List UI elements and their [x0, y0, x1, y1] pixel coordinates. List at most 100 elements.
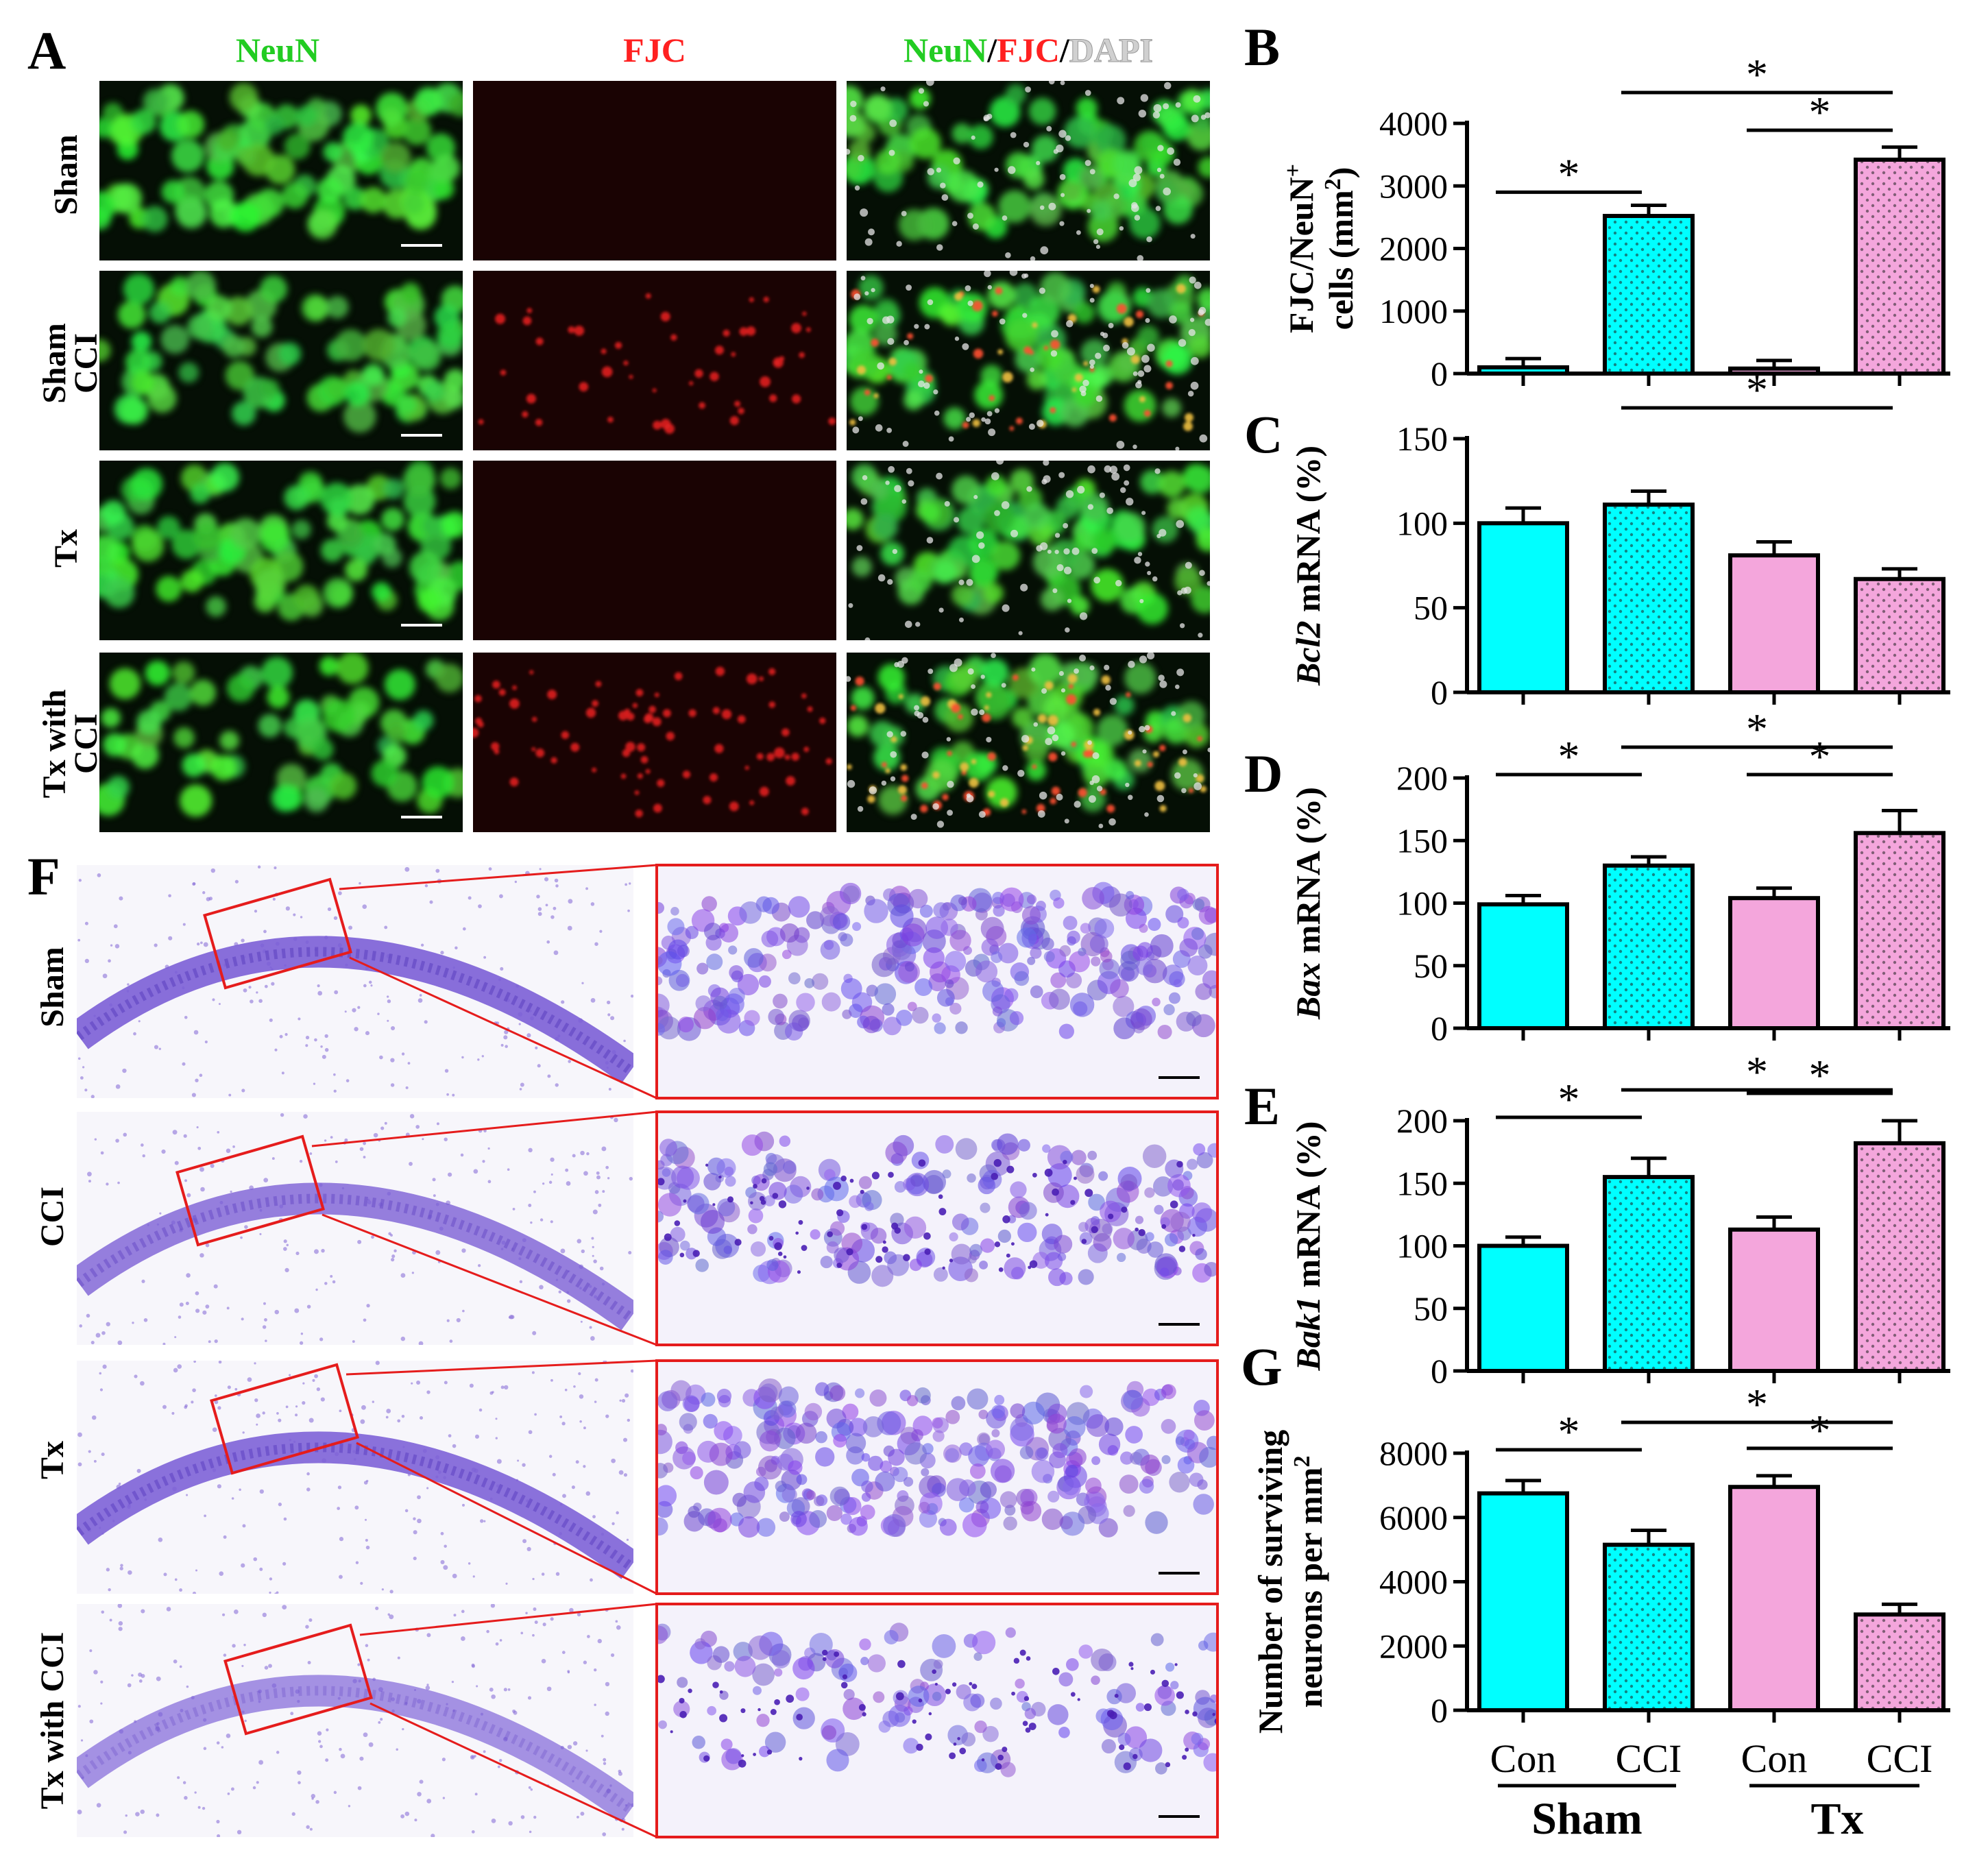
micrograph-r1-c3: [847, 81, 1210, 260]
y-tick-label: 0: [1431, 1009, 1448, 1047]
bar-c-1: [1477, 521, 1569, 694]
merge-sep-2: /: [1059, 31, 1070, 69]
bar-pattern: [1858, 581, 1941, 690]
chart-g: 0 2000 4000 6000 8000 * * * Number of survivingn…: [1251, 1380, 1950, 1734]
f-row-label-tx: Tx: [34, 1441, 71, 1479]
bar-d-3: [1728, 896, 1820, 1030]
row-label-tx: Tx: [48, 529, 84, 568]
bar-pattern: [1858, 1616, 1941, 1708]
bar-e-3: [1728, 1227, 1820, 1374]
y-tick-label: 0: [1431, 1352, 1448, 1390]
y-axis-label-g: Number of survivingneurons per mm2: [1251, 1430, 1329, 1734]
chart-b: 0 1000 2000 3000 4000 * * * FJC/NeuN+cells (mm2): [1281, 50, 1950, 393]
micrograph-r1-c1: [99, 81, 463, 260]
bar-d-1: [1477, 902, 1569, 1030]
merge-fjc: FJC: [997, 31, 1060, 69]
y-axis-label-e: Bak1 mRNA (%): [1289, 1121, 1327, 1372]
bar-pattern: [1858, 161, 1941, 372]
significance-star: *: [1809, 1406, 1831, 1455]
chart-c: 0 50 100 150 * Bcl2 mRNA (%): [1289, 365, 1950, 712]
y-axis-label-b: FJC/NeuN+cells (mm2): [1281, 164, 1360, 333]
nissl-row-4: [77, 1603, 1219, 1838]
y-tick-label: 0: [1431, 673, 1448, 712]
y-tick-label: 4000: [1379, 104, 1448, 143]
bar-b-3: [1728, 366, 1820, 376]
panel-b-label: B: [1244, 17, 1280, 77]
row-label-sham-cci: ShamCCI: [36, 323, 104, 403]
significance-star: *: [1809, 1051, 1831, 1099]
nissl-row-3: [77, 1359, 1219, 1595]
micrograph-r4-c2: [473, 653, 836, 832]
bar-pattern: [1607, 1179, 1690, 1369]
panel-g-label: G: [1241, 1337, 1283, 1396]
f-row-label-tx-with-cci: Tx with CCI: [34, 1632, 71, 1810]
micrograph-grid: [99, 81, 1210, 832]
bar-g-1: [1477, 1491, 1569, 1712]
x-label-cci-2: CCI: [1867, 1736, 1933, 1781]
bar-pattern: [1858, 835, 1941, 1026]
y-tick-label: 2000: [1379, 1627, 1448, 1665]
col-header-neun: NeuN: [236, 31, 319, 69]
group-label-sham: Sham: [1531, 1794, 1642, 1844]
y-tick-label: 6000: [1379, 1498, 1448, 1537]
chart-d: 0 50 100 150 200 * * * Bax mRNA (%): [1289, 705, 1950, 1047]
f-row-label-cci: CCI: [34, 1187, 71, 1247]
bar-c-3: [1728, 553, 1820, 695]
chart-e: 0 50 100 150 200 * * * Bak1 mRNA (%): [1289, 1047, 1950, 1390]
micrograph-r3-c1: [99, 461, 463, 640]
micrograph-r2-c1: [99, 271, 463, 450]
bar-pattern: [1607, 867, 1690, 1026]
bar-g-3: [1728, 1485, 1820, 1712]
y-tick-label: 150: [1396, 420, 1448, 458]
col-header-merge: NeuN/FJC/DAPI: [904, 31, 1153, 69]
row-label-sham: Sham: [48, 134, 84, 215]
nissl-row-1: [77, 864, 1219, 1099]
bar-pattern: [1858, 1145, 1941, 1369]
panel-f-label: F: [27, 847, 60, 906]
significance-star: *: [1746, 365, 1768, 414]
micrograph-r4-c1: [99, 653, 463, 832]
nissl-grid: [77, 864, 1219, 1838]
y-tick-label: 100: [1396, 884, 1448, 923]
y-tick-label: 100: [1396, 1227, 1448, 1265]
panel-e-label: E: [1244, 1076, 1280, 1136]
micrograph-r4-c3: [847, 653, 1210, 832]
significance-star: *: [1558, 732, 1580, 781]
merge-neun: NeuN: [904, 31, 987, 69]
y-tick-label: 8000: [1379, 1434, 1448, 1472]
significance-star: *: [1809, 732, 1831, 781]
merge-dapi: DAPI: [1069, 31, 1153, 69]
panel-a-label: A: [27, 21, 66, 80]
significance-star: *: [1746, 705, 1768, 753]
nissl-row-2: [77, 1110, 1219, 1346]
y-tick-label: 2000: [1379, 230, 1448, 268]
y-tick-label: 4000: [1379, 1563, 1448, 1601]
f-row-label-sham: Sham: [34, 947, 71, 1027]
x-label-cci-1: CCI: [1616, 1736, 1682, 1781]
panel-a: A NeuN FJC NeuN/FJC/DAPI Sham ShamCCI Tx…: [27, 21, 1210, 832]
bar-pattern: [1607, 507, 1690, 690]
y-tick-label: 0: [1431, 1691, 1448, 1729]
micrograph-r2-c2: [473, 271, 836, 450]
x-axis-labels: Con CCI Con CCI Sham Tx: [1490, 1736, 1933, 1844]
y-axis-label-d: Bax mRNA (%): [1289, 787, 1327, 1020]
y-tick-label: 50: [1414, 589, 1448, 627]
merge-sep-1: /: [986, 31, 997, 69]
micrograph-r3-c3: [847, 461, 1210, 640]
row-label-tx-with-cci: Tx withCCI: [36, 690, 104, 799]
bar-e-1: [1477, 1243, 1569, 1373]
panel-c-label: C: [1244, 404, 1283, 464]
group-label-tx: Tx: [1810, 1794, 1863, 1844]
panel-f: F Sham CCI Tx Tx with CCI: [27, 847, 1219, 1838]
bar-pattern: [1607, 1546, 1690, 1708]
micrograph-r2-c3: [847, 271, 1210, 450]
y-tick-label: 150: [1396, 1164, 1448, 1202]
y-tick-label: 0: [1431, 354, 1448, 393]
significance-star: *: [1746, 1380, 1768, 1429]
significance-star: *: [1809, 88, 1831, 136]
significance-star: *: [1558, 1075, 1580, 1123]
y-tick-label: 150: [1396, 821, 1448, 860]
y-tick-label: 1000: [1379, 292, 1448, 330]
micrograph-r3-c2: [473, 461, 836, 640]
